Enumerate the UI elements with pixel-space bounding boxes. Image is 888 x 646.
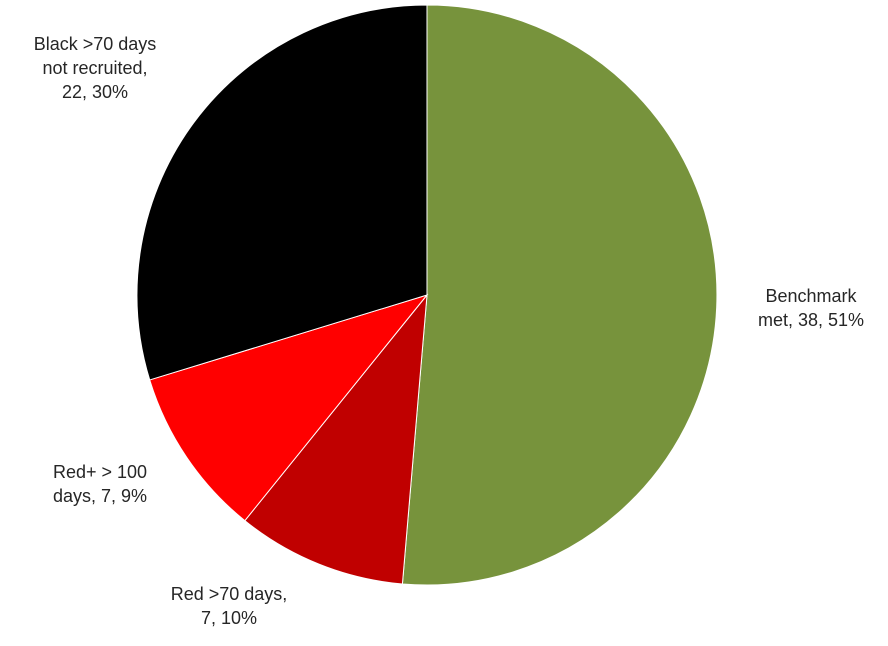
- slice-label-red-plus-100-days: Red+ > 100 days, 7, 9%: [52, 462, 148, 506]
- slice-label-black-70-days-not-recruited: Black >70 days not recruited, 22, 30%: [33, 34, 157, 102]
- slice-label-red-70-days: Red >70 days, 7, 10%: [170, 584, 288, 628]
- pie-slice-red-70-days: [244, 293, 428, 585]
- pie-slice-benchmark-met: [401, 4, 718, 586]
- pie-slice-black-70-days-not-recruited: [136, 4, 428, 381]
- slice-label-benchmark-met: Benchmark met, 38, 51%: [757, 286, 865, 330]
- pie-slice-red-100-days: [149, 294, 429, 522]
